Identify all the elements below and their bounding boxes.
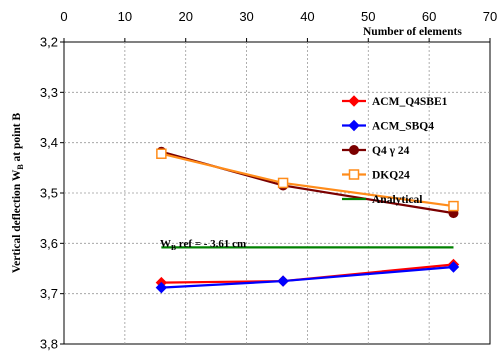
data-point: [447, 261, 460, 273]
x-tick-label: 60: [422, 9, 436, 24]
x-axis-ticks: 0 10 20 30 40 50 60 70: [60, 9, 497, 42]
legend-item: ACM_Q4SBE1: [342, 95, 448, 108]
y-tick-label: 3,2: [40, 35, 58, 50]
legend-item: Analytical: [342, 194, 422, 206]
legend-marker: [349, 145, 359, 155]
x-axis-title: Number of elements: [363, 26, 462, 38]
legend-item: Q4 γ 24: [342, 145, 410, 157]
x-tick-label: 20: [178, 9, 192, 24]
x-tick-label: 50: [361, 9, 375, 24]
legend-marker: [348, 169, 360, 180]
legend-label: ACM_Q4SBE1: [372, 96, 448, 108]
data-point: [156, 148, 167, 159]
y-tick-label: 3,3: [40, 85, 58, 100]
x-tick-label: 40: [300, 9, 314, 24]
series-1: [155, 261, 460, 294]
data-point: [277, 177, 289, 189]
data-point: [448, 200, 459, 212]
x-tick-label: 70: [483, 9, 497, 24]
x-tick-label: 10: [118, 9, 132, 24]
y-tick-label: 3,6: [40, 236, 58, 251]
legend: ACM_Q4SBE1 ACM_SBQ4 Q4 γ 24 DKQ24 Analytical: [342, 95, 448, 206]
legend-label: Analytical: [372, 194, 422, 206]
legend-label: Q4 γ 24: [372, 145, 410, 157]
legend-label: DKQ24: [372, 170, 410, 182]
x-tick-label: 30: [239, 9, 253, 24]
y-tick-label: 3,7: [40, 286, 58, 301]
y-axis-title: Vertical deflection WB at point B: [11, 113, 25, 274]
data-point: [277, 275, 289, 287]
y-axis-ticks: 3,2 3,3 3,4 3,5 3,6 3,7 3,8: [40, 35, 64, 352]
legend-marker: [348, 95, 360, 107]
series-3: [156, 148, 459, 212]
data-point: [155, 281, 168, 294]
legend-item: ACM_SBQ4: [342, 119, 434, 133]
y-tick-label: 3,8: [40, 337, 58, 352]
y-tick-label: 3,4: [40, 135, 58, 150]
legend-marker: [348, 119, 360, 132]
grid: [64, 42, 490, 344]
x-tick-label: 0: [60, 9, 67, 24]
legend-label: ACM_SBQ4: [372, 121, 434, 133]
legend-item: DKQ24: [342, 169, 410, 182]
series-layer: [155, 146, 460, 294]
y-tick-label: 3,5: [40, 186, 58, 201]
reference-annotation: WB ref = - 3.61 cm: [160, 238, 246, 252]
